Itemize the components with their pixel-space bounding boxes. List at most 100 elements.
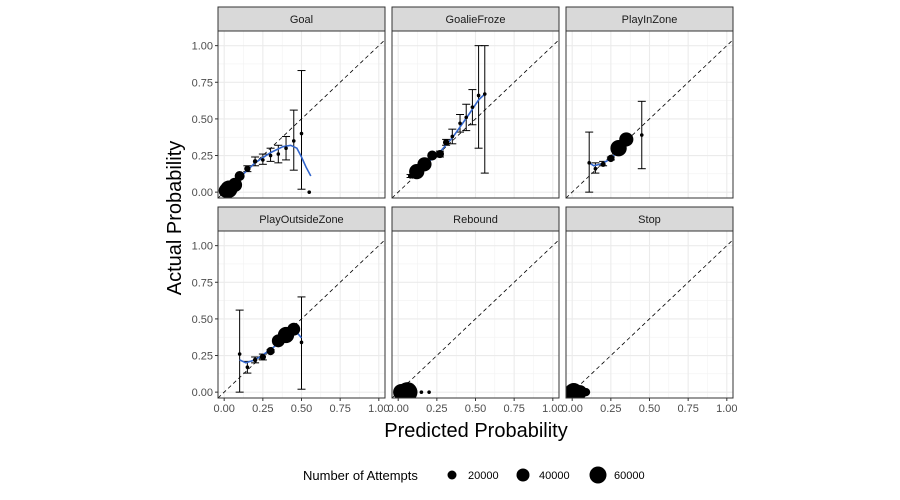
facet-title: PlayInZone <box>622 14 678 26</box>
x-tick-label: 0.00 <box>387 403 408 415</box>
panel-border <box>565 30 734 199</box>
data-point <box>245 365 250 370</box>
data-point <box>259 353 267 361</box>
facet-rebound: Rebound 0.00 0.25 0.50 0.75 1.00 <box>387 206 564 415</box>
x-tick-label: 0.25 <box>252 403 273 415</box>
data-point <box>482 92 487 96</box>
panel-plot-area <box>218 39 385 198</box>
legend-key-point <box>447 470 457 480</box>
facet-strip <box>565 206 734 232</box>
x-tick-label: 1.00 <box>368 403 389 415</box>
legend-entries: 20000 40000 60000 <box>447 466 645 484</box>
data-point <box>409 388 418 396</box>
panel-border <box>217 30 386 199</box>
data-point <box>237 352 242 356</box>
x-tick-label: 1.00 <box>542 403 563 415</box>
facet-playinzone: PlayInZone <box>565 6 734 199</box>
data-point <box>582 388 591 397</box>
data-point <box>284 146 288 150</box>
x-tick-label: 0.75 <box>329 403 350 415</box>
panel-border <box>391 30 560 199</box>
y-tick-label: 0.50 <box>192 314 213 326</box>
facet-title: PlayOutsideZone <box>259 214 343 226</box>
y-tick-label: 0.75 <box>192 77 213 89</box>
data-point <box>442 139 450 146</box>
data-point <box>587 161 591 165</box>
panel-plot-area <box>392 239 559 398</box>
panel-plot-area <box>566 239 733 398</box>
x-tick-label: 0.50 <box>639 403 660 415</box>
data-point <box>639 133 644 137</box>
facet-playoutsidezone: PlayOutsideZone 0.00 0.25 0.50 0.75 1.00 0.00 0… <box>192 206 390 415</box>
facet-goal: Goal 0.00 0.25 0.50 0.75 1.00 <box>192 6 386 199</box>
data-point <box>268 153 273 158</box>
data-point <box>419 390 424 394</box>
data-point <box>252 357 258 363</box>
data-point <box>299 340 304 345</box>
x-axis-title: Predicted Probability <box>384 420 567 442</box>
data-point <box>266 347 275 356</box>
data-point <box>287 322 301 336</box>
legend: Number of Attempts 20000 40000 60000 <box>303 466 645 484</box>
legend-title: Number of Attempts <box>303 468 418 483</box>
y-tick-label: 0.00 <box>192 187 213 199</box>
facet-title: Stop <box>638 214 661 226</box>
data-point <box>593 166 598 171</box>
data-point <box>619 132 634 147</box>
facet-stop: Stop 0.00 0.25 0.50 0.75 1.00 <box>561 206 738 415</box>
facet-title: GoalieFroze <box>446 14 506 26</box>
data-point <box>427 390 431 394</box>
data-point <box>252 159 258 164</box>
panel-plot-area <box>566 39 733 198</box>
facet-panels: Goal 0.00 0.25 0.50 0.75 1.00 GoalieFroze PlayI… <box>192 6 738 415</box>
legend-key-point <box>516 468 530 482</box>
x-tick-label: 0.75 <box>503 403 524 415</box>
y-tick-label: 0.25 <box>192 151 213 163</box>
y-tick-label: 0.75 <box>192 277 213 289</box>
x-tick-label: 0.25 <box>600 403 621 415</box>
legend-label: 40000 <box>539 470 570 482</box>
legend-label: 20000 <box>468 470 499 482</box>
x-tick-label: 1.00 <box>716 403 737 415</box>
x-tick-label: 0.00 <box>561 403 582 415</box>
data-point <box>607 154 615 163</box>
panel-plot-area <box>218 239 385 398</box>
data-point <box>464 115 469 120</box>
data-point <box>227 177 243 192</box>
y-tick-label: 0.25 <box>192 351 213 363</box>
x-tick-label: 0.00 <box>213 403 234 415</box>
reference-line <box>392 239 559 398</box>
data-point <box>276 152 281 156</box>
data-point <box>417 157 432 172</box>
y-tick-label: 1.00 <box>192 41 213 53</box>
reference-line <box>566 39 733 198</box>
reference-line <box>566 239 733 398</box>
data-point <box>427 150 438 161</box>
facet-strip <box>217 6 386 32</box>
x-tick-label: 0.50 <box>465 403 486 415</box>
y-tick-label: 1.00 <box>192 241 213 253</box>
data-point <box>234 171 245 182</box>
y-tick-label: 0.00 <box>192 387 213 399</box>
data-point <box>600 161 606 167</box>
facet-title: Goal <box>290 14 313 26</box>
data-point <box>244 165 251 172</box>
legend-key-point <box>589 466 607 484</box>
legend-label: 60000 <box>614 470 645 482</box>
x-tick-label: 0.50 <box>291 403 312 415</box>
data-point <box>476 93 481 98</box>
facet-title: Rebound <box>453 214 498 226</box>
data-point <box>435 149 445 159</box>
data-point <box>291 139 296 143</box>
facet-goaliefroze: GoalieFroze <box>391 6 560 199</box>
data-point <box>458 121 462 126</box>
y-tick-label: 0.50 <box>192 114 213 126</box>
x-tick-label: 0.25 <box>426 403 447 415</box>
data-point <box>307 190 312 194</box>
data-point <box>299 131 304 136</box>
data-point <box>450 134 455 139</box>
facet-strip <box>217 206 386 232</box>
y-axis-title: Actual Probability <box>164 141 186 296</box>
data-point <box>470 105 475 109</box>
